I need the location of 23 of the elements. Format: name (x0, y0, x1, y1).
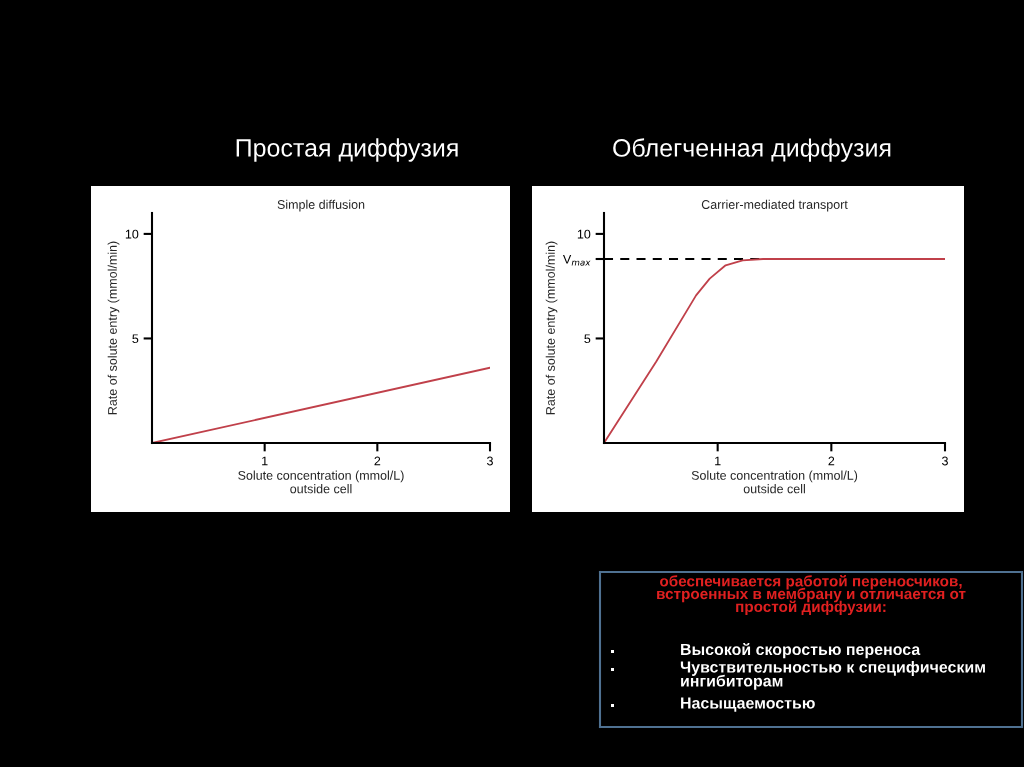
text: обеспечивается работой переносчиков, встроенных в мембрану и отличается от простой диффузии: (657, 575, 966, 616)
y-axis-title: Rate of solute entry (mmol/min) (545, 241, 558, 415)
chart-title: Простая диффузия (236, 138, 458, 162)
x-tick-label: 2 (374, 456, 381, 466)
y-tick-label: 5 (584, 334, 591, 344)
x-tick-label: 2 (828, 456, 835, 466)
text: Насыщаемостью (681, 697, 815, 712)
chart-subtitle: Simple diffusion (277, 199, 365, 212)
y-tick-label: 5 (132, 334, 139, 344)
chart-subtitle: Carrier-mediated transport (701, 199, 848, 212)
y-tick-label: V$_{max}$ (562, 254, 591, 266)
x-axis-title: Solute concentration (mmol/L) outside cell (691, 470, 858, 494)
x-tick-label: 3 (487, 456, 493, 466)
y-tick-label: 10 (125, 229, 139, 239)
x-tick-label: 3 (942, 456, 948, 466)
y-axis-title: Rate of solute entry (mmol/min) (107, 241, 120, 415)
text: Чувствительностью к специфическим ингибиторам (680, 661, 985, 690)
text: Высокой скоростью переноса (681, 643, 921, 659)
y-tick-label: 10 (577, 229, 591, 239)
chart-title: Облегченная диффузия (613, 138, 891, 162)
x-axis-title: Solute concentration (mmol/L) outside cell (238, 470, 404, 494)
x-tick-label: 1 (262, 456, 268, 466)
x-tick-label: 1 (715, 456, 721, 466)
